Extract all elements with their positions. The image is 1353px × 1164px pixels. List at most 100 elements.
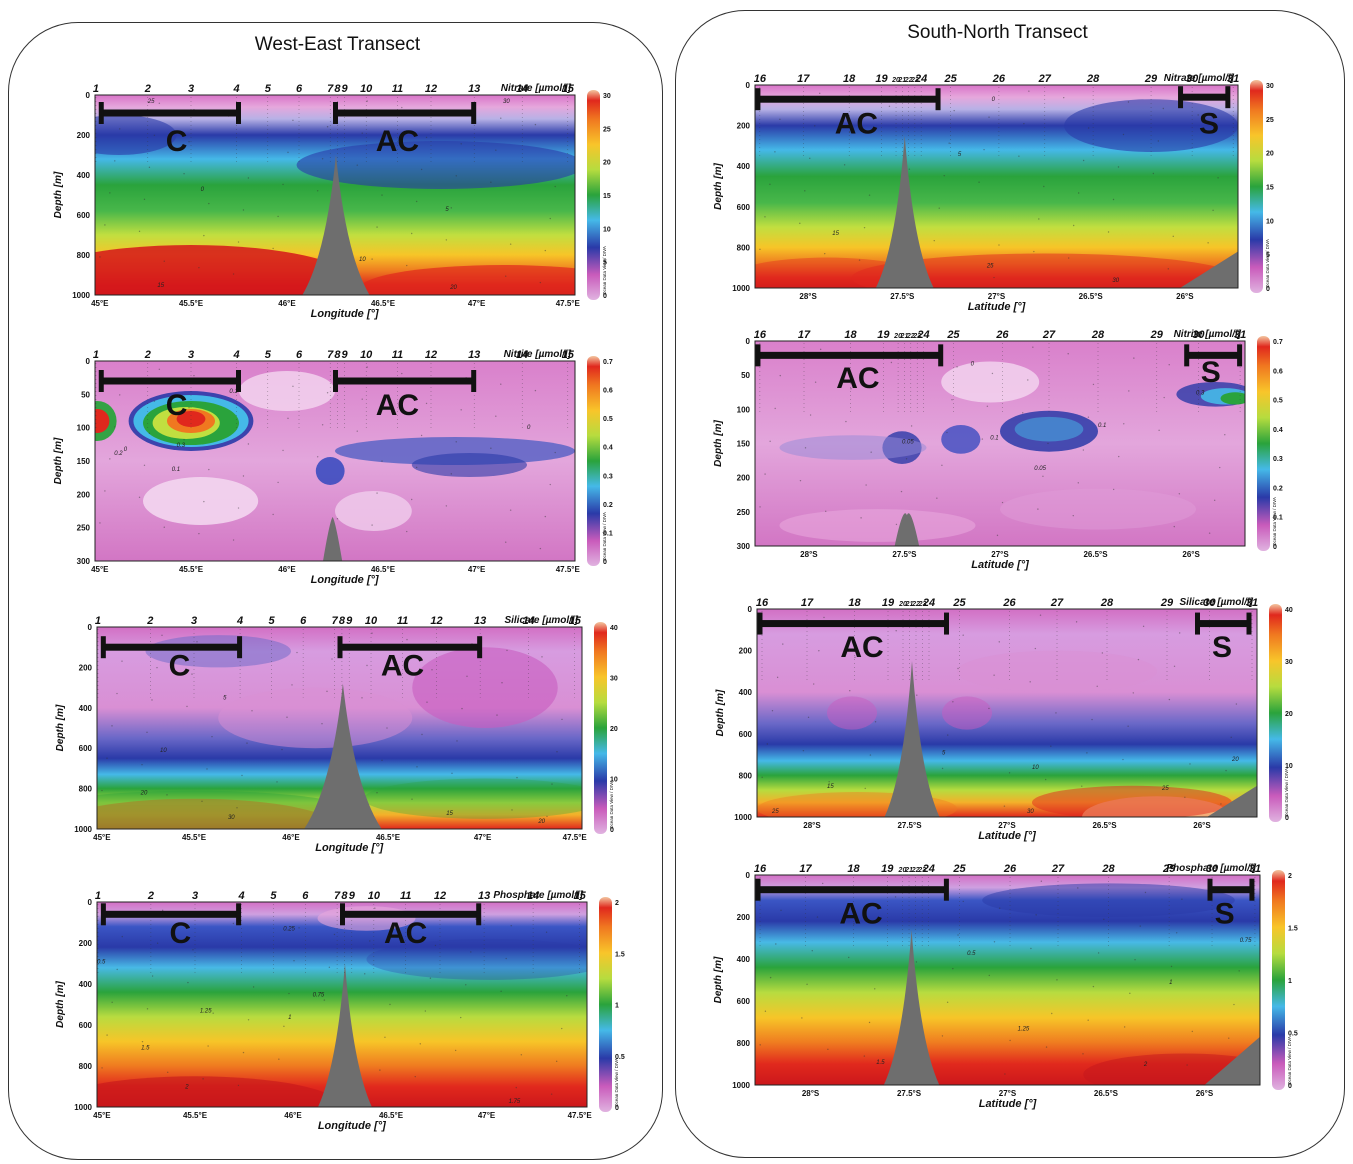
y-tick-label: 100: [737, 405, 751, 414]
sample-point: [854, 656, 856, 659]
station-number: 26: [1002, 597, 1016, 609]
concentration-patch: [95, 409, 110, 433]
section-bar: [757, 95, 939, 103]
south-north-title: South-North Transect: [907, 22, 1088, 43]
sample-point: [183, 173, 185, 175]
sample-point: [510, 924, 512, 927]
y-tick-label: 1000: [74, 825, 92, 834]
sample-point: [1212, 209, 1214, 212]
station-number: 24: [914, 73, 927, 85]
sample-point: [766, 743, 769, 745]
sample-point: [1035, 914, 1037, 916]
contour-label: 15: [832, 231, 839, 237]
colorbar-caption: Ocean Data View / DIVA: [614, 1058, 619, 1107]
sample-point: [101, 789, 103, 792]
concentration-patch: [1032, 785, 1232, 817]
station-number: 23: [910, 77, 919, 84]
sample-point: [1032, 346, 1034, 348]
sample-point: [277, 215, 279, 218]
sample-point: [420, 434, 423, 437]
sample-point: [1042, 475, 1044, 477]
station-number: 11: [392, 83, 403, 95]
current-label: S: [1201, 356, 1221, 389]
sample-point: [246, 742, 248, 744]
section-bar-cap: [1225, 86, 1231, 109]
station-number: 12: [430, 615, 442, 627]
sample-point: [282, 449, 284, 452]
sample-point: [1162, 107, 1165, 110]
x-tick-label: 27.5°S: [897, 821, 922, 830]
station-number: 21: [900, 333, 909, 340]
section-bar-cap: [935, 88, 941, 111]
sample-point: [823, 616, 825, 619]
station-number: 19: [882, 597, 895, 609]
section-bar-cap: [477, 636, 483, 659]
station-number: 5: [270, 890, 277, 902]
colorbar-tick: 20: [610, 726, 618, 733]
sample-point: [288, 992, 290, 995]
sample-point: [188, 140, 190, 143]
plot-area: [755, 341, 1245, 546]
sample-point: [496, 714, 498, 716]
concentration-patch: [779, 509, 976, 542]
west-east-title: West-East Transect: [254, 34, 421, 55]
sample-point: [869, 754, 872, 756]
station-number: 21: [897, 77, 906, 84]
sample-point: [1018, 155, 1020, 157]
x-axis-label: Latitude [°]: [971, 559, 1029, 571]
x-tick-label: 26.5°S: [1079, 292, 1104, 301]
sample-point: [374, 907, 376, 909]
plot-frame: [94, 94, 576, 296]
section-bar-cap: [1207, 878, 1213, 901]
y-tick-label: 250: [77, 524, 91, 533]
sample-point: [1142, 625, 1145, 628]
colorbar-tick: 0.6: [1273, 368, 1283, 375]
sample-point: [121, 660, 123, 662]
sample-point: [376, 226, 378, 228]
contour-label: 0.05: [1034, 466, 1046, 472]
sample-point: [328, 966, 331, 968]
sample-point: [196, 641, 198, 643]
sample-point: [326, 392, 329, 394]
sample-point: [554, 185, 556, 188]
colorbar-tick: 30: [1266, 83, 1274, 90]
section-bar-cap: [100, 636, 106, 659]
x-tick-label: 27.5°S: [892, 550, 917, 559]
sample-point: [411, 232, 413, 235]
contour-label: 0.1: [172, 467, 180, 473]
sample-point: [99, 522, 101, 524]
x-tick-label: 26°S: [1193, 821, 1211, 830]
plot-area: [95, 95, 575, 295]
contour-label: 0.2: [114, 451, 123, 457]
sample-point: [207, 1045, 209, 1047]
section-bar-cap: [755, 344, 761, 367]
sample-point: [814, 125, 816, 127]
y-tick-label: 0: [86, 357, 91, 366]
sample-point: [500, 117, 502, 119]
station-number: 10: [368, 890, 381, 902]
station-number: 11: [392, 349, 403, 361]
y-tick-label: 800: [737, 1039, 751, 1048]
sample-point: [1087, 416, 1090, 418]
section-bar-cap: [471, 370, 477, 392]
sample-point: [1117, 166, 1120, 168]
sample-point: [551, 783, 553, 785]
x-tick-label: 46°E: [278, 299, 296, 308]
concentration-patch: [941, 361, 1040, 403]
sample-point: [292, 385, 294, 388]
y-tick-label: 200: [77, 490, 91, 499]
y-axis-label: Depth [m]: [713, 420, 724, 467]
x-tick-label: 45°E: [93, 833, 111, 842]
y-tick-label: 1000: [74, 1103, 92, 1112]
colorbar-tick: 0.1: [603, 530, 613, 537]
sample-point: [998, 641, 1000, 643]
sample-point: [198, 532, 200, 535]
x-axis-label: Latitude [°]: [979, 1098, 1037, 1110]
sample-point: [1213, 499, 1216, 502]
sample-point: [272, 513, 274, 516]
sample-point: [401, 106, 403, 109]
sample-point: [998, 907, 1001, 909]
contour-label: 0: [201, 187, 205, 193]
x-tick-label: 27.5°S: [897, 1089, 922, 1098]
